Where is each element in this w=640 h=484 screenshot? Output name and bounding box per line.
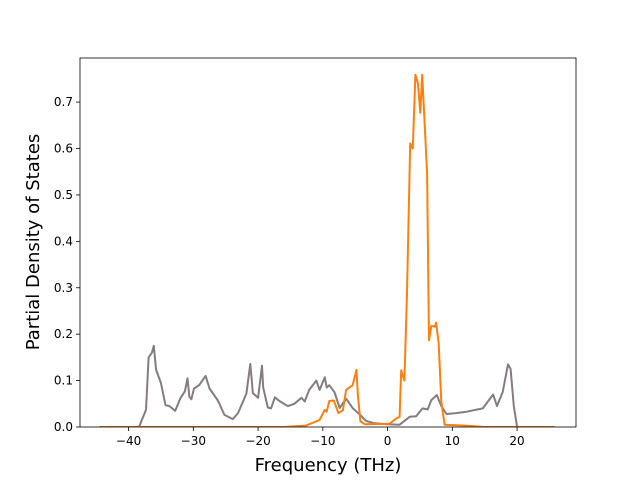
series-line-gray bbox=[99, 344, 555, 427]
x-axis-label: Frequency (THz) bbox=[255, 455, 402, 476]
plot-frame bbox=[79, 57, 577, 428]
series-layer bbox=[99, 73, 555, 427]
x-axis-ticks: −40 −30 −20 −10 0 10 20 bbox=[116, 427, 525, 448]
y-axis-ticks: 0.0 0.1 0.2 0.3 0.4 0.5 0.6 0.7 bbox=[54, 95, 80, 434]
series-line-orange bbox=[99, 73, 555, 427]
y-axis-label: Partial Density of States bbox=[23, 134, 44, 351]
y-tick-label: 0.4 bbox=[54, 234, 73, 248]
x-tick-label: 20 bbox=[509, 434, 524, 448]
y-tick-label: 0.5 bbox=[54, 188, 73, 202]
y-tick-label: 0.3 bbox=[54, 281, 73, 295]
y-tick-label: 0.6 bbox=[54, 142, 73, 156]
y-tick-label: 0.1 bbox=[54, 374, 73, 388]
x-tick-label: −40 bbox=[116, 434, 141, 448]
x-tick-label: −20 bbox=[245, 434, 270, 448]
x-tick-label: −30 bbox=[181, 434, 206, 448]
x-tick-label: 10 bbox=[445, 434, 460, 448]
x-tick-label: −10 bbox=[310, 434, 335, 448]
y-tick-label: 0.0 bbox=[54, 420, 73, 434]
y-tick-label: 0.2 bbox=[54, 327, 73, 341]
y-tick-label: 0.7 bbox=[54, 95, 73, 109]
x-tick-label: 0 bbox=[384, 434, 392, 448]
